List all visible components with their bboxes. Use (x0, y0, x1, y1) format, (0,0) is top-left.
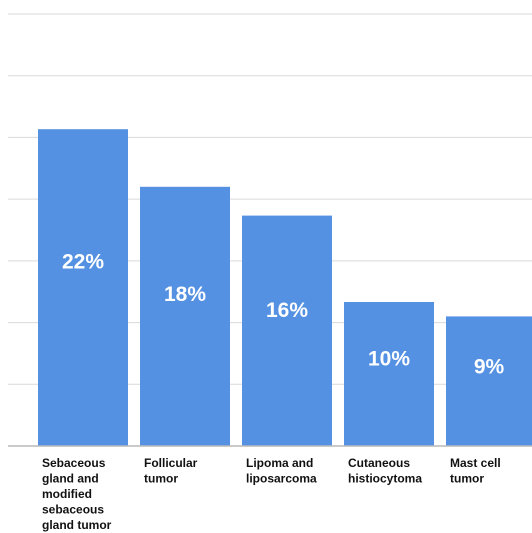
bar-value-label: 22% (62, 251, 104, 274)
category-label: Mast cell tumor (450, 456, 501, 486)
bar-value-label: 9% (474, 355, 505, 378)
bar (344, 302, 434, 446)
bar (446, 316, 532, 446)
bar (38, 129, 128, 446)
bar-value-label: 10% (368, 347, 410, 370)
category-label: Lipoma and liposarcoma (246, 456, 317, 486)
category-label: Sebaceous gland and modified sebaceous gland… (42, 456, 112, 532)
bar-value-label: 16% (266, 299, 308, 322)
bar (242, 215, 332, 446)
category-label: Cutaneous histiocytoma (348, 456, 422, 486)
category-labels: Sebaceous gland and modified sebaceous gland… (42, 456, 501, 532)
category-label: Follicular tumor (144, 456, 198, 486)
bars (38, 129, 532, 447)
value-labels: 22% 18% 16% 10% 9% (62, 251, 505, 379)
bar-value-label: 18% (164, 283, 206, 306)
bar (140, 186, 230, 447)
